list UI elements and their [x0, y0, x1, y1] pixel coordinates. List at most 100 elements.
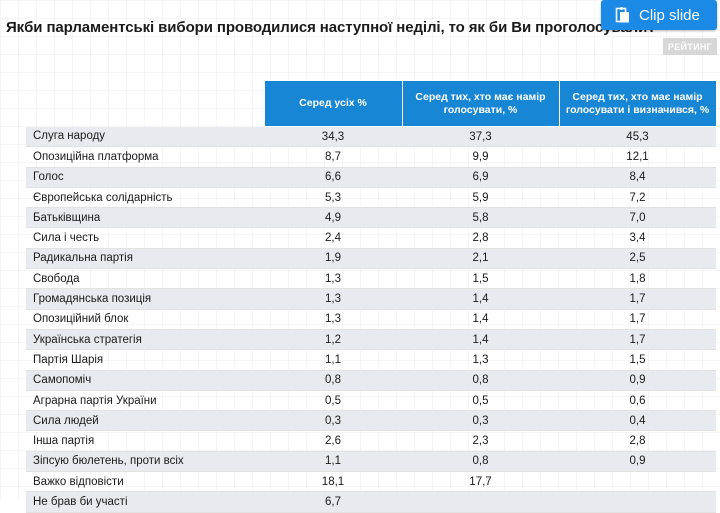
table-row: Європейська солідарність 5,3 5,9 7,2: [26, 187, 716, 209]
value-voting: 1,4: [402, 288, 559, 310]
value-voting: 5,9: [402, 187, 559, 209]
table-row: Українська стратегія 1,2 1,4 1,7: [26, 329, 716, 351]
value-voting: 37,3: [402, 126, 559, 148]
table-row: Інша партія 2,6 2,3 2,8: [26, 430, 716, 452]
value-all: 5,3: [264, 187, 402, 209]
value-all: 2,6: [264, 430, 402, 452]
party-name: Інша партія: [26, 430, 264, 452]
party-name: Самопоміч: [26, 370, 264, 391]
table-row: Партія Шарія 1,1 1,3 1,5: [26, 349, 716, 371]
table-row: Батьківщина 4,9 5,8 7,0: [26, 207, 716, 229]
value-all: 18,1: [264, 471, 402, 493]
table-row: Радикальна партія 1,9 2,1 2,5: [26, 248, 716, 270]
value-voting: 5,8: [402, 207, 559, 229]
table-row: Не брав би участі 6,7: [26, 491, 716, 513]
table-row: Сила і честь 2,4 2,8 3,4: [26, 227, 716, 249]
page-title: Якби парламентські вибори проводилися на…: [6, 19, 657, 36]
table-row: Опозиційна платформа 8,7 9,9 12,1: [26, 146, 716, 168]
value-decided: 1,7: [559, 288, 716, 310]
table-row: Свобода 1,3 1,5 1,8: [26, 268, 716, 290]
value-decided: 0,9: [559, 370, 716, 391]
value-voting: 2,3: [402, 430, 559, 452]
value-voting: 1,3: [402, 349, 559, 371]
value-all: 6,6: [264, 167, 402, 188]
value-decided: 1,7: [559, 329, 716, 351]
value-decided: 12,1: [559, 146, 716, 168]
value-decided: 45,3: [559, 126, 716, 148]
table-row: Громадянська позиція 1,3 1,4 1,7: [26, 288, 716, 310]
value-decided: 2,5: [559, 248, 716, 270]
party-name: Важко відповісти: [26, 471, 264, 493]
clip-icon: [615, 6, 629, 22]
clip-slide-label: Clip slide: [639, 6, 700, 24]
party-name: Українська стратегія: [26, 329, 264, 351]
value-all: 1,2: [264, 329, 402, 351]
value-all: 1,9: [264, 248, 402, 270]
value-all: 1,3: [264, 268, 402, 290]
value-decided: [559, 491, 716, 513]
value-all: 34,3: [264, 126, 402, 148]
value-decided: 0,6: [559, 390, 716, 412]
value-voting: 2,8: [402, 227, 559, 249]
party-name: Громадянська позиція: [26, 288, 264, 310]
value-voting: 1,4: [402, 329, 559, 351]
table-row: Сила людей 0,3 0,3 0,4: [26, 410, 716, 432]
value-voting: 1,5: [402, 268, 559, 290]
value-all: 4,9: [264, 207, 402, 229]
value-decided: [559, 471, 716, 493]
value-decided: 1,7: [559, 309, 716, 330]
value-voting: 0,8: [402, 370, 559, 391]
table-row: Самопоміч 0,8 0,8 0,9: [26, 370, 716, 391]
rating-badge: РЕЙТИНГ: [663, 38, 717, 55]
party-name: Партія Шарія: [26, 349, 264, 371]
party-name: Сила людей: [26, 410, 264, 432]
value-all: 1,3: [264, 309, 402, 330]
party-name: Аграрна партія України: [26, 390, 264, 412]
value-decided: 7,2: [559, 187, 716, 209]
header-voting: Серед тих, хто має намір голосувати, %: [401, 80, 560, 127]
value-all: 1,1: [264, 349, 402, 371]
value-decided: 1,5: [559, 349, 716, 371]
party-name: Зіпсую бюлетень, проти всіх: [26, 451, 264, 473]
value-decided: 3,4: [559, 227, 716, 249]
value-decided: 1,8: [559, 268, 716, 290]
value-voting: 0,5: [402, 390, 559, 412]
party-name: Не брав би участі: [26, 491, 264, 513]
table-row: Зіпсую бюлетень, проти всіх 1,1 0,8 0,9: [26, 451, 716, 473]
value-voting: [402, 491, 559, 513]
value-voting: 0,3: [402, 410, 559, 432]
value-decided: 2,8: [559, 430, 716, 452]
value-voting: 9,9: [402, 146, 559, 168]
table-row: Голос 6,6 6,9 8,4: [26, 167, 716, 188]
clip-slide-button[interactable]: Clip slide: [601, 0, 717, 30]
table-row: Опозиційний блок 1,3 1,4 1,7: [26, 309, 716, 330]
value-voting: 0,8: [402, 451, 559, 473]
header-decided: Серед тих, хто має намір голосувати і ви…: [558, 80, 717, 127]
table-row: Слуга народу 34,3 37,3 45,3: [26, 126, 716, 148]
value-all: 6,7: [264, 491, 402, 513]
party-name: Європейська солідарність: [26, 187, 264, 209]
header-all: Серед усіх %: [263, 80, 403, 127]
value-decided: 0,9: [559, 451, 716, 473]
party-name: Батьківщина: [26, 207, 264, 229]
value-all: 1,1: [264, 451, 402, 473]
value-all: 1,3: [264, 288, 402, 310]
value-decided: 0,4: [559, 410, 716, 432]
party-name: Голос: [26, 167, 264, 188]
party-name: Сила і честь: [26, 227, 264, 249]
value-all: 0,5: [264, 390, 402, 412]
value-decided: 8,4: [559, 167, 716, 188]
table-row: Важко відповісти 18,1 17,7: [26, 471, 716, 493]
party-name: Свобода: [26, 268, 264, 290]
value-voting: 6,9: [402, 167, 559, 188]
table-row: Аграрна партія України 0,5 0,5 0,6: [26, 390, 716, 412]
party-name: Опозиційна платформа: [26, 146, 264, 168]
value-voting: 17,7: [402, 471, 559, 493]
value-all: 2,4: [264, 227, 402, 249]
value-all: 0,3: [264, 410, 402, 432]
value-all: 8,7: [264, 146, 402, 168]
party-name: Опозиційний блок: [26, 309, 264, 330]
value-voting: 2,1: [402, 248, 559, 270]
value-voting: 1,4: [402, 309, 559, 330]
party-name: Радикальна партія: [26, 248, 264, 270]
